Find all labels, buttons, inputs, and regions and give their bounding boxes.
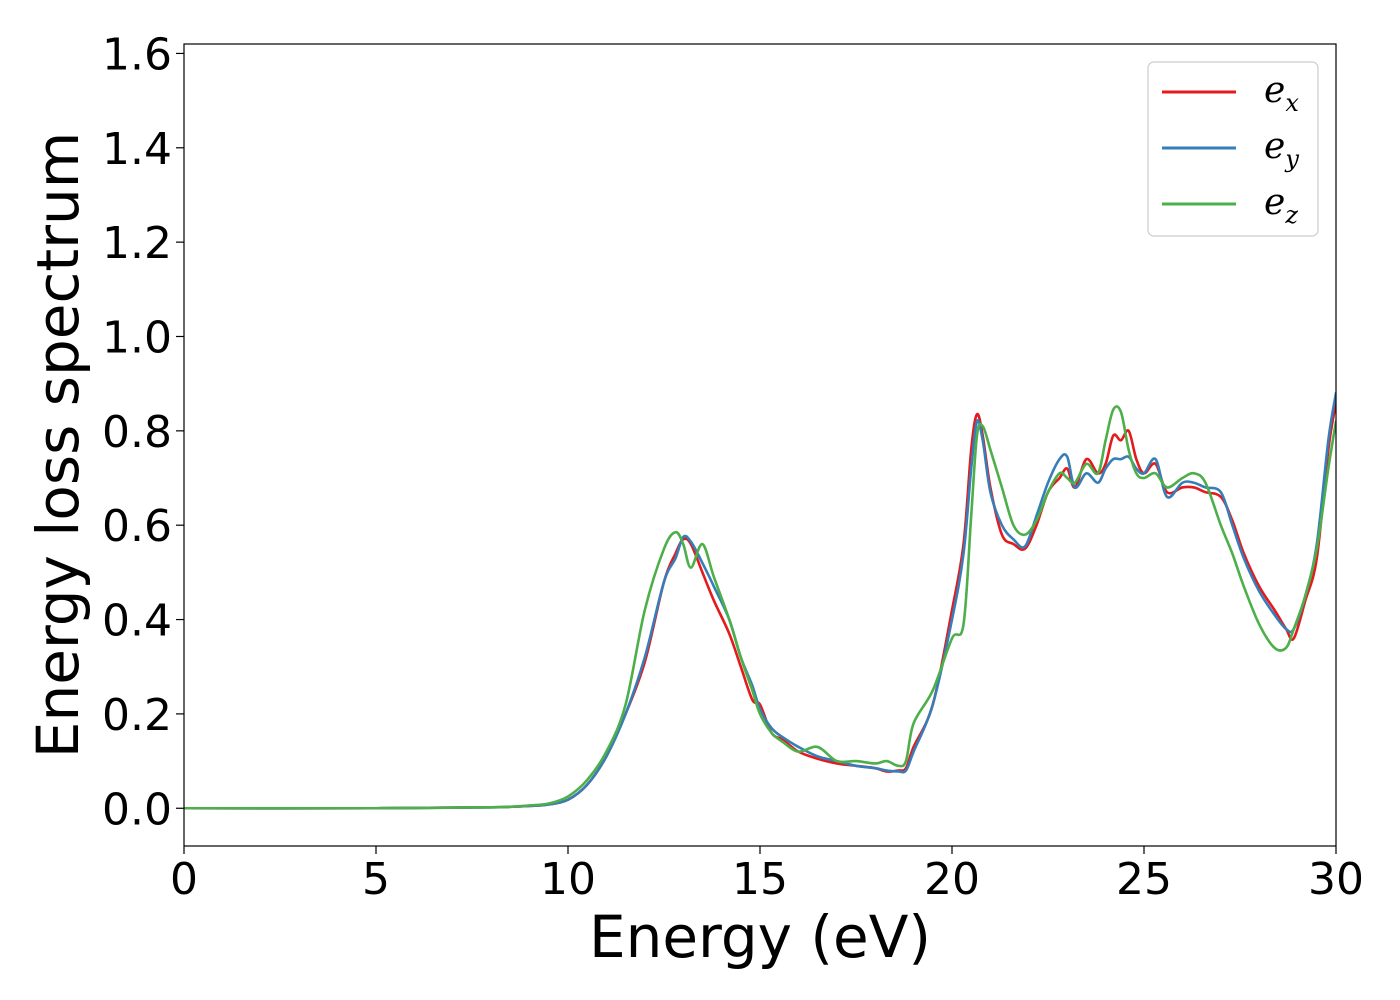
legend-item: ex [1162,70,1299,117]
legend-label: ex [1264,70,1299,117]
series-line-e-z [184,405,1336,810]
legend-label: ez [1264,182,1298,229]
legend-item: ez [1162,182,1298,229]
x-tick-label: 10 [540,854,596,905]
y-tick-label: 0.4 [102,596,172,647]
x-tick-label: 30 [1308,854,1364,905]
series-line-e-y [184,391,1336,810]
x-tick-label: 20 [924,854,980,905]
y-tick-label: 0.8 [102,407,172,458]
axis-ticks: 0 5 10 15 20 25 30 0.0 0.2 0.4 0.6 0.8 1.0 1.2 1.4 1.6 [102,29,1364,905]
y-tick-label: 1.2 [102,218,172,269]
plot-content [184,391,1336,810]
y-tick-label: 1.4 [102,124,172,175]
y-tick-label: 1.0 [102,312,172,363]
y-axis-title: Energy loss spectrum [24,132,92,758]
legend: ex ey ez [1147,61,1319,237]
x-tick-label: 5 [362,854,390,905]
x-tick-label: 25 [1116,854,1172,905]
y-tick-label: 0.2 [102,690,172,741]
series-line-e-x [184,401,1336,810]
series-lines [184,391,1336,810]
x-tick-label: 15 [732,854,788,905]
y-tick-label: 0.6 [102,501,172,552]
x-tick-label: 0 [170,854,198,905]
x-axis-title: Energy (eV) [589,903,931,971]
legend-label: ey [1264,126,1299,173]
legend-item: ey [1162,126,1299,173]
y-tick-label: 1.6 [102,29,172,80]
y-tick-label: 0.0 [102,784,172,835]
